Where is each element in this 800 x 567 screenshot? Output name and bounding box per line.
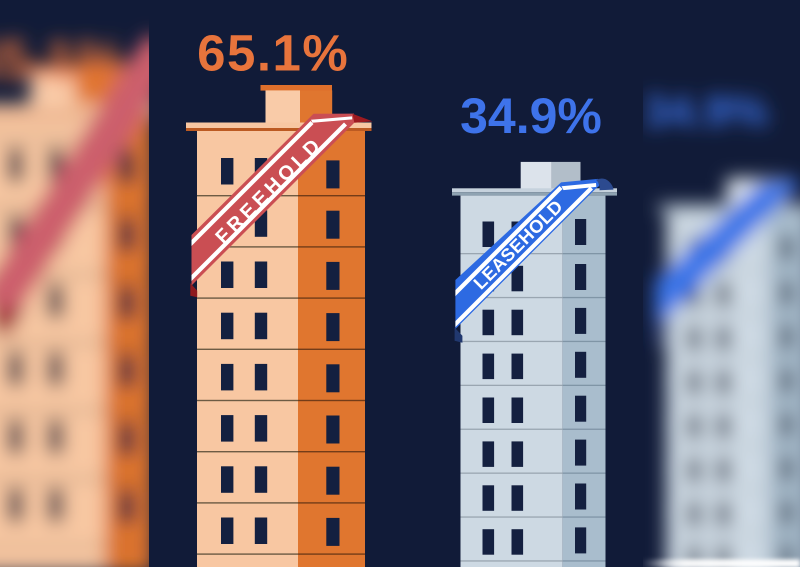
svg-text:34.9%: 34.9% xyxy=(644,87,769,136)
svg-text:65.1%: 65.1% xyxy=(0,28,125,91)
